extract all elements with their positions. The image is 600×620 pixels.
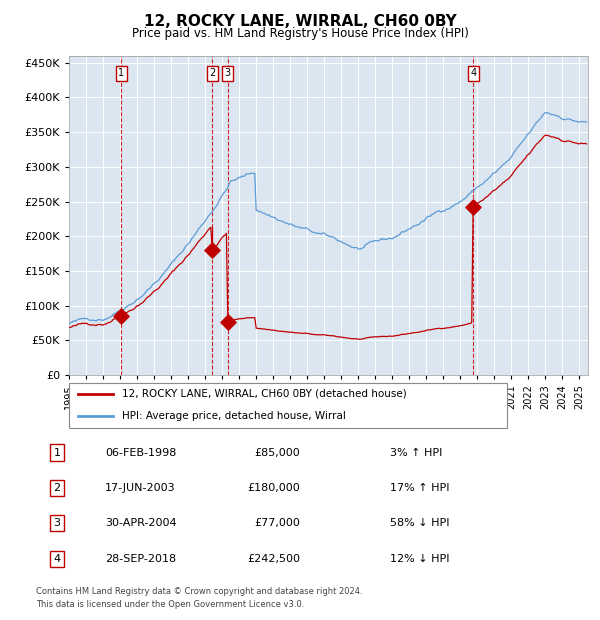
FancyBboxPatch shape [69,383,507,428]
Point [469,202,478,212]
Text: 17-JUN-2003: 17-JUN-2003 [105,483,176,493]
Text: Price paid vs. HM Land Registry's House Price Index (HPI): Price paid vs. HM Land Registry's House … [131,27,469,40]
Text: 12, ROCKY LANE, WIRRAL, CH60 0BY (detached house): 12, ROCKY LANE, WIRRAL, CH60 0BY (detach… [122,389,406,399]
Text: 30-APR-2004: 30-APR-2004 [105,518,176,528]
Text: 4: 4 [470,68,476,78]
Text: 12, ROCKY LANE, WIRRAL, CH60 0BY: 12, ROCKY LANE, WIRRAL, CH60 0BY [143,14,457,29]
Text: 2: 2 [209,68,215,78]
Text: 1: 1 [53,448,61,458]
Text: 28-SEP-2018: 28-SEP-2018 [105,554,176,564]
Text: Contains HM Land Registry data © Crown copyright and database right 2024.: Contains HM Land Registry data © Crown c… [36,587,362,596]
Text: 58% ↓ HPI: 58% ↓ HPI [390,518,449,528]
Text: HPI: Average price, detached house, Wirral: HPI: Average price, detached house, Wirr… [122,412,346,422]
Point [116,311,126,321]
Text: This data is licensed under the Open Government Licence v3.0.: This data is licensed under the Open Gov… [36,600,304,609]
Point [223,317,233,327]
Text: £77,000: £77,000 [254,518,300,528]
Text: £85,000: £85,000 [254,448,300,458]
Text: 1: 1 [118,68,125,78]
Text: 3: 3 [53,518,61,528]
Text: 2: 2 [53,483,61,493]
Text: 06-FEB-1998: 06-FEB-1998 [105,448,176,458]
Text: 3: 3 [225,68,231,78]
Text: 12% ↓ HPI: 12% ↓ HPI [390,554,449,564]
Text: 3% ↑ HPI: 3% ↑ HPI [390,448,442,458]
Text: £242,500: £242,500 [247,554,300,564]
Point [208,245,217,255]
Text: 4: 4 [53,554,61,564]
Text: £180,000: £180,000 [247,483,300,493]
Text: 17% ↑ HPI: 17% ↑ HPI [390,483,449,493]
